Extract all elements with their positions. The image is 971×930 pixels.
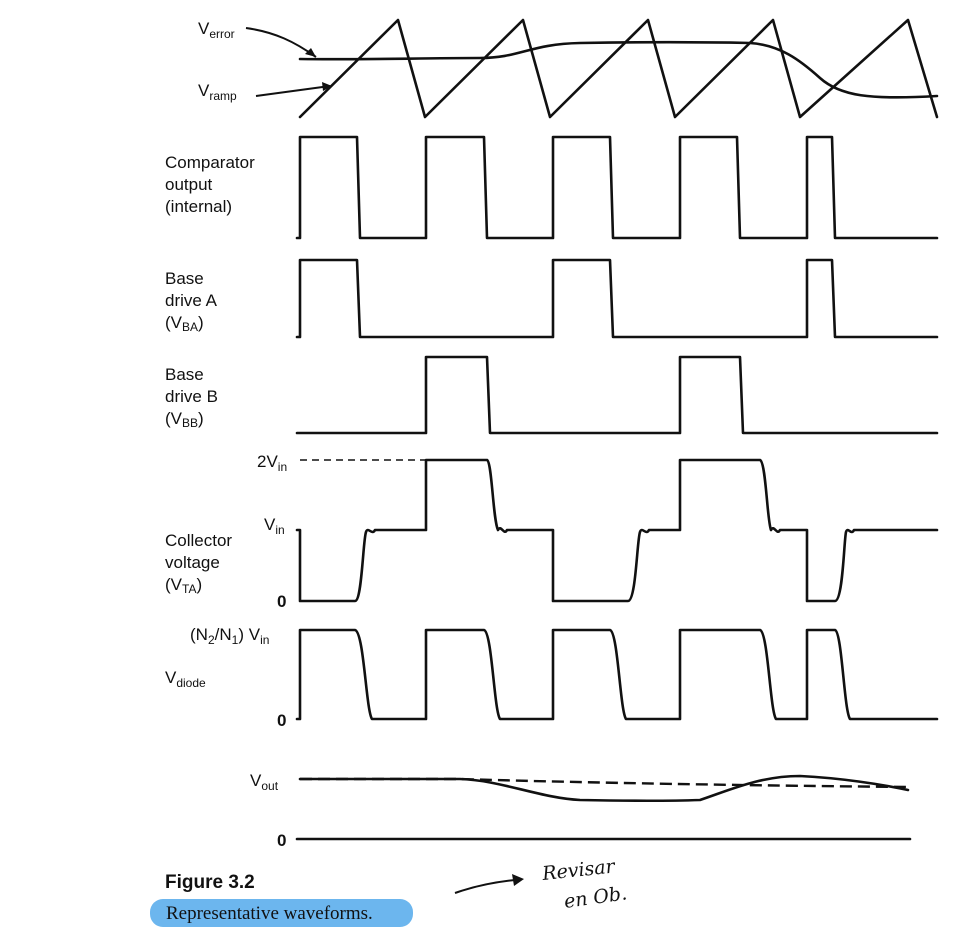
- base-drive-a-waveform: [295, 258, 939, 339]
- v-error-label: Verror: [198, 19, 235, 41]
- vdiode-zero-label: 0: [277, 711, 286, 730]
- collector-label: Collector voltage (VTA): [165, 531, 237, 596]
- v-error-arrowhead: [305, 48, 316, 57]
- base-drive-b-panel: Base drive B (VBB): [165, 355, 939, 435]
- v-ramp-arrowhead: [322, 82, 332, 91]
- annotation-line1: Revisar: [540, 855, 617, 885]
- base-drive-a-label: Base drive A (VBA): [165, 269, 221, 334]
- vout-zero-label: 0: [277, 831, 286, 850]
- base-drive-a-panel: Base drive A (VBA): [165, 258, 939, 339]
- vin-label: Vin: [264, 515, 285, 537]
- annotation-line2: en Ob.: [563, 882, 629, 913]
- ramp-error-panel: Verror Vramp: [198, 18, 939, 119]
- v-ramp-waveform: [298, 18, 939, 119]
- comparator-panel: Comparator output (internal): [165, 135, 939, 240]
- collector-voltage-waveform: [295, 458, 939, 603]
- figure-caption-text: Representative waveforms.: [166, 903, 373, 924]
- figure-number: Figure 3.2: [165, 872, 255, 893]
- v-ramp-pointer: [255, 85, 331, 97]
- annotation-arrow: [454, 879, 516, 894]
- vout-panel: Vout 0: [250, 771, 912, 850]
- v-error-waveform: [298, 40, 939, 99]
- vout-label: Vout: [250, 771, 279, 793]
- collector-voltage-panel: 2Vin Vin 0 Collector voltage (VTA): [165, 452, 939, 611]
- base-drive-b-waveform: [295, 355, 939, 435]
- comparator-label: Comparator output (internal): [165, 153, 260, 216]
- collector-zero-label: 0: [277, 592, 286, 611]
- annotation-arrowhead: [512, 874, 524, 886]
- v-error-pointer: [245, 27, 317, 58]
- vdiode-label: Vdiode: [165, 668, 206, 690]
- figure-caption: Figure 3.2 Representative waveforms.: [150, 872, 413, 927]
- two-vin-label: 2Vin: [257, 452, 287, 474]
- comparator-waveform: [295, 135, 939, 240]
- vdiode-panel: (N2/N1) Vin Vdiode 0: [165, 625, 939, 730]
- v-ramp-label: Vramp: [198, 81, 237, 103]
- vout-nominal-dashed-line: [300, 777, 909, 789]
- vout-waveform: [298, 774, 910, 803]
- handwritten-annotation: Revisar en Ob.: [454, 855, 629, 913]
- base-drive-b-label: Base drive B (VBB): [165, 365, 223, 430]
- vdiode-waveform: [295, 628, 939, 721]
- n-ratio-label: (N2/N1) Vin: [190, 625, 269, 647]
- caption-highlight: [150, 899, 413, 927]
